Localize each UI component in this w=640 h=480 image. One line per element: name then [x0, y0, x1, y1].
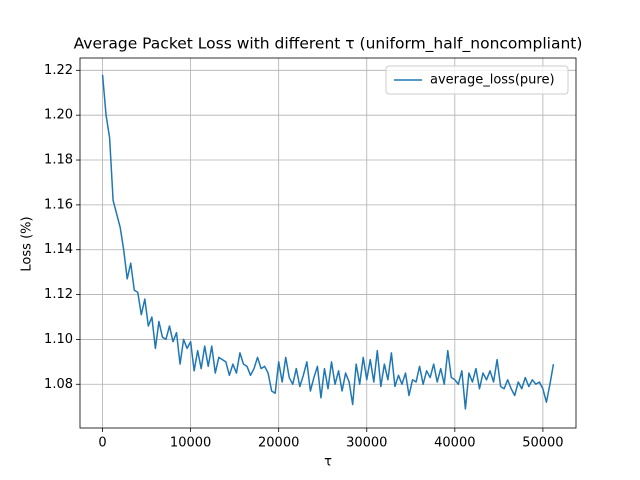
- legend-box: [385, 65, 569, 95]
- y-tick-label: 1.20: [44, 108, 73, 123]
- x-tick-label: 40000: [434, 436, 475, 451]
- y-tick-label: 1.14: [44, 242, 73, 257]
- x-tick-label: 20000: [258, 436, 299, 451]
- plot-frame: [79, 57, 577, 429]
- x-tick-label: 10000: [170, 436, 211, 451]
- x-tick-label: 30000: [346, 436, 387, 451]
- y-tick-label: 1.12: [44, 287, 73, 302]
- y-axis-label: Loss (%): [20, 216, 35, 271]
- x-tick-label: 0: [98, 436, 106, 451]
- x-axis-label: τ: [324, 455, 332, 470]
- line-series: [101, 74, 555, 410]
- y-tick-label: 1.18: [44, 153, 73, 168]
- y-tick-label: 1.10: [44, 332, 73, 347]
- chart-title: Average Packet Loss with different τ (un…: [74, 35, 583, 54]
- y-tick-label: 1.22: [44, 63, 73, 78]
- y-tick-label: 1.16: [44, 197, 73, 212]
- x-tick-label: 50000: [522, 436, 563, 451]
- y-tick-label: 1.08: [44, 377, 73, 392]
- legend-label: average_loss(pure): [430, 73, 555, 88]
